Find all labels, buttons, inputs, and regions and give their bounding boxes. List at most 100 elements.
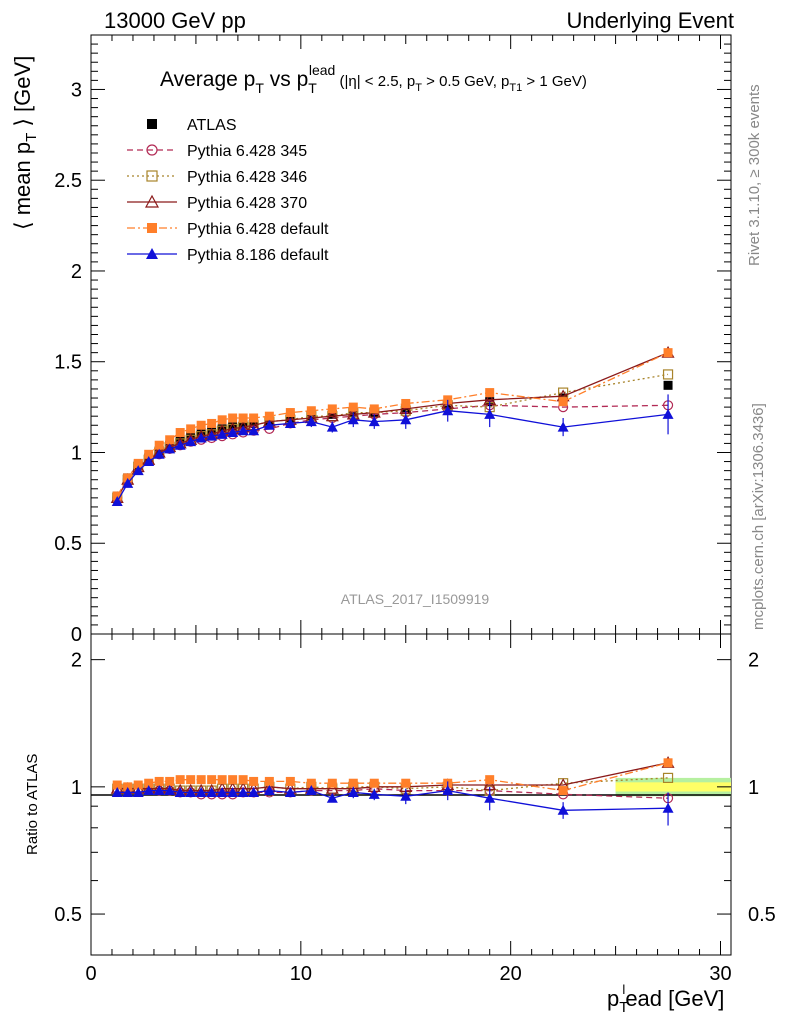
x-tick-label: 0 <box>85 963 96 985</box>
data-point <box>195 432 207 443</box>
data-point <box>305 416 317 427</box>
data-point <box>306 406 316 416</box>
main-y-tick-label: 0.5 <box>54 533 82 555</box>
x-tick-label: 20 <box>500 963 522 985</box>
data-point <box>663 348 673 358</box>
data-point <box>557 804 569 815</box>
data-point <box>285 776 295 786</box>
data-point <box>369 404 379 414</box>
data-point <box>238 775 248 785</box>
data-point <box>154 776 164 786</box>
ratio-y-tick-label-right: 0.5 <box>748 904 776 926</box>
data-point <box>306 778 316 788</box>
data-point <box>249 418 259 428</box>
data-point <box>133 780 143 790</box>
data-point <box>196 775 206 785</box>
data-point <box>238 413 248 423</box>
data-point <box>557 421 569 432</box>
ratio-series-p370 <box>110 756 675 796</box>
ratio-y-tick-label-right: 2 <box>748 650 759 672</box>
data-point <box>164 785 176 796</box>
legend-entry: Pythia 6.428 346 <box>127 169 307 186</box>
data-point <box>165 435 175 445</box>
data-point <box>558 786 568 796</box>
data-point <box>662 802 674 813</box>
data-point <box>237 786 249 797</box>
data-point <box>165 776 175 786</box>
data-point <box>174 439 186 450</box>
ratio-y-tick-label: 2 <box>71 650 82 672</box>
data-point <box>442 405 454 416</box>
data-point <box>264 776 274 786</box>
data-point <box>401 778 411 788</box>
data-point <box>207 775 217 785</box>
axis-ticks: 0 10 20 30 0 0.5 1 1.5 2 2.5 3 0.5 0.5 1 1 2 2 <box>54 35 776 985</box>
data-point <box>263 785 275 796</box>
legend-marker <box>146 170 158 182</box>
ratio-panel-series <box>110 756 675 826</box>
data-point <box>485 775 495 785</box>
data-point <box>484 792 496 803</box>
data-point <box>133 458 143 468</box>
main-series-p345 <box>112 400 674 503</box>
data-point <box>305 785 317 796</box>
data-point <box>248 425 260 436</box>
data-point <box>368 416 380 427</box>
ratio-y-tick-label-right: 1 <box>748 777 759 799</box>
data-point <box>111 495 123 506</box>
main-panel-series <box>110 345 675 506</box>
data-point <box>228 413 238 423</box>
data-point <box>485 388 495 398</box>
header-right: Underlying Event <box>566 8 734 33</box>
data-point <box>326 792 338 803</box>
data-point <box>400 790 412 801</box>
series-line <box>116 404 669 499</box>
data-point <box>662 408 674 419</box>
x-axis-label: pTlead [GeV] <box>607 982 724 1016</box>
data-point <box>206 786 218 797</box>
legend-entry: ATLAS <box>147 117 237 134</box>
data-point <box>348 778 358 788</box>
main-series-p8 <box>111 394 674 506</box>
data-point <box>369 778 379 788</box>
legend-label: Pythia 6.428 default <box>187 221 329 238</box>
data-point <box>662 369 674 380</box>
data-point <box>442 785 454 796</box>
data-point <box>263 419 275 430</box>
data-point <box>217 415 227 425</box>
legend-entry: Pythia 6.428 370 <box>127 194 307 212</box>
data-point <box>206 430 218 441</box>
data-point <box>249 776 259 786</box>
data-point <box>227 427 239 438</box>
main-series-p346 <box>112 369 674 503</box>
main-y-tick-label: 2 <box>71 261 82 283</box>
data-point <box>558 397 568 407</box>
ratio-series-p8 <box>111 781 674 826</box>
main-y-tick-label: 2.5 <box>54 170 82 192</box>
data-point <box>143 456 155 467</box>
data-point <box>663 758 673 768</box>
data-point <box>175 775 185 785</box>
data-point <box>347 414 359 425</box>
band-inner <box>615 782 731 792</box>
legend-label: Pythia 6.428 346 <box>187 169 307 186</box>
main-y-tick-label: 3 <box>71 79 82 101</box>
data-point <box>400 414 412 425</box>
legend-marker <box>144 194 160 208</box>
data-point <box>327 409 337 419</box>
data-point <box>327 778 337 788</box>
data-point <box>663 380 673 390</box>
main-y-tick-label: 0 <box>71 624 82 646</box>
data-point <box>227 786 239 797</box>
main-y-tick-label: 1.5 <box>54 352 82 374</box>
data-point <box>207 418 217 428</box>
data-point <box>249 413 259 423</box>
data-point <box>248 786 260 797</box>
ratio-y-axis-label: Ratio to ATLAS <box>24 754 41 855</box>
data-point <box>122 477 134 488</box>
legend-entry: Pythia 6.428 345 <box>127 143 307 160</box>
data-point <box>228 775 238 785</box>
data-point <box>195 786 207 797</box>
data-point <box>132 465 144 476</box>
